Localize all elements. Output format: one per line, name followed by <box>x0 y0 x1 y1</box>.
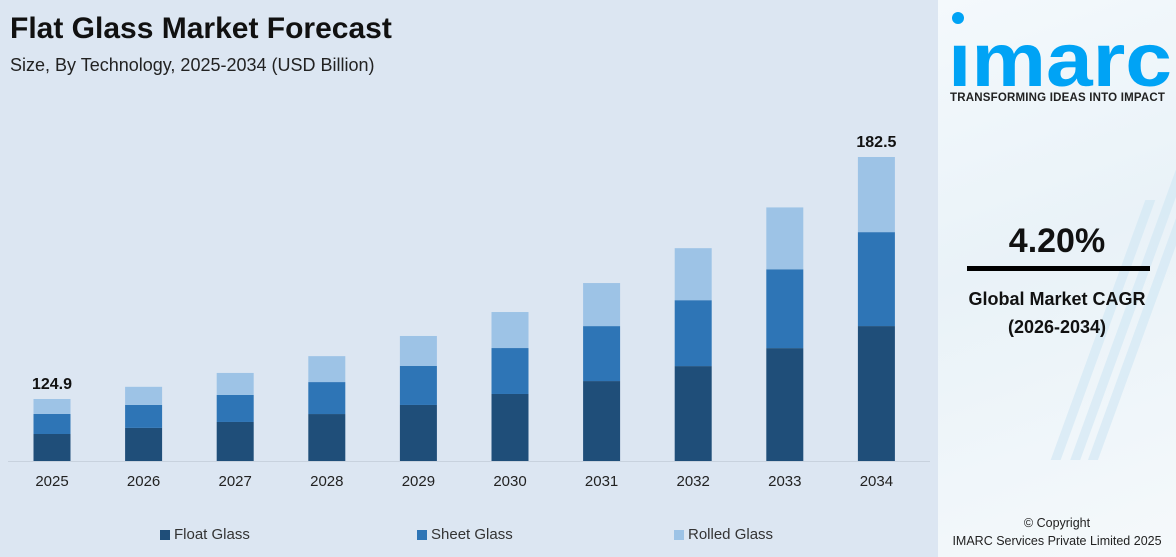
legend-label: Float Glass <box>174 526 250 543</box>
bar-sheet-glass-2031 <box>583 326 621 382</box>
x-tick-label: 2030 <box>493 473 526 490</box>
tagline: TRANSFORMING IDEAS INTO IMPACT <box>950 92 1166 104</box>
bar-sheet-glass-2034 <box>857 232 895 327</box>
legend-item: Rolled Glass <box>674 526 773 543</box>
bar-rolled-glass-2034 <box>857 157 895 233</box>
bar-float-glass-2033 <box>766 348 804 461</box>
bar-sheet-glass-2029 <box>399 366 437 405</box>
data-label-2034: 182.5 <box>856 134 896 151</box>
legend-label: Rolled Glass <box>688 526 774 543</box>
svg-text:ımarc: ımarc <box>948 18 1172 88</box>
legend-swatch <box>160 529 170 540</box>
bar-float-glass-2026 <box>125 427 163 461</box>
bar-float-glass-2031 <box>583 381 621 461</box>
legend-swatch <box>674 529 684 540</box>
chart-title: Flat Glass Market Forecast <box>10 12 392 45</box>
legend-label: Sheet Glass <box>431 526 513 543</box>
bar-float-glass-2034 <box>857 326 895 461</box>
cagr-value: 4.20% <box>1008 222 1106 260</box>
bar-float-glass-2030 <box>491 393 529 461</box>
bar-sheet-glass-2032 <box>674 300 712 367</box>
legend-item: Sheet Glass <box>417 526 513 543</box>
cagr-label-text: Global Market CAGR <box>968 289 1146 309</box>
bar-rolled-glass-2032 <box>674 248 712 301</box>
bar-float-glass-2032 <box>674 366 712 461</box>
bar-rolled-glass-2029 <box>399 335 437 367</box>
bar-sheet-glass-2026 <box>125 404 163 428</box>
chart-subtitle: Size, By Technology, 2025-2034 (USD Bill… <box>10 55 375 75</box>
x-tick-label: 2029 <box>402 473 435 490</box>
bar-sheet-glass-2033 <box>766 269 804 349</box>
bar-rolled-glass-2025 <box>33 399 71 414</box>
copyright-company: IMARC Services Private Limited 2025 <box>952 534 1162 548</box>
stacked-bar-chart: 2025 124.9 2026 2027 2028 2029 2030 2031 2032 203… <box>8 134 930 490</box>
imarc-side-panel: ımarc TRANSFORMING IDEAS INTO IMPACT 4.2… <box>938 0 1176 557</box>
x-tick-label: 2027 <box>219 473 252 490</box>
x-tick-label: 2033 <box>768 473 801 490</box>
x-tick-label: 2032 <box>677 473 710 490</box>
bar-float-glass-2029 <box>399 404 437 461</box>
copyright: © Copyright IMARC Services Private Limit… <box>938 514 1176 550</box>
cagr-label: Global Market CAGR (2026-2034) <box>938 285 1176 341</box>
imarc-logo: ımarc <box>948 12 1172 88</box>
bar-rolled-glass-2028 <box>308 356 346 383</box>
data-label-2025: 124.9 <box>32 376 72 393</box>
legend-swatch <box>417 529 427 540</box>
bar-rolled-glass-2033 <box>766 207 804 270</box>
bar-rolled-glass-2027 <box>216 372 254 395</box>
bar-sheet-glass-2025 <box>33 413 71 434</box>
bar-rolled-glass-2031 <box>583 283 621 327</box>
bar-float-glass-2028 <box>308 414 346 461</box>
chart-panel: Flat Glass Market Forecast Size, By Tech… <box>0 12 938 546</box>
x-tick-label: 2034 <box>860 473 893 490</box>
bar-sheet-glass-2028 <box>308 382 346 415</box>
legend-item: Float Glass <box>160 526 250 543</box>
x-tick-label: 2028 <box>310 473 343 490</box>
bar-float-glass-2025 <box>33 433 71 461</box>
bar-rolled-glass-2030 <box>491 312 529 349</box>
legend: Float Glass Sheet Glass Rolled Glass <box>0 526 938 546</box>
bar-sheet-glass-2027 <box>216 394 254 422</box>
bar-rolled-glass-2026 <box>125 386 163 405</box>
x-tick-label: 2031 <box>585 473 618 490</box>
x-tick-label: 2025 <box>35 473 68 490</box>
bar-float-glass-2027 <box>216 421 254 461</box>
cagr-divider <box>967 266 1150 271</box>
copyright-label: © Copyright <box>1023 516 1091 530</box>
cagr-period: (2026-2034) <box>1007 317 1107 337</box>
bar-sheet-glass-2030 <box>491 348 529 394</box>
x-tick-label: 2026 <box>127 473 160 490</box>
